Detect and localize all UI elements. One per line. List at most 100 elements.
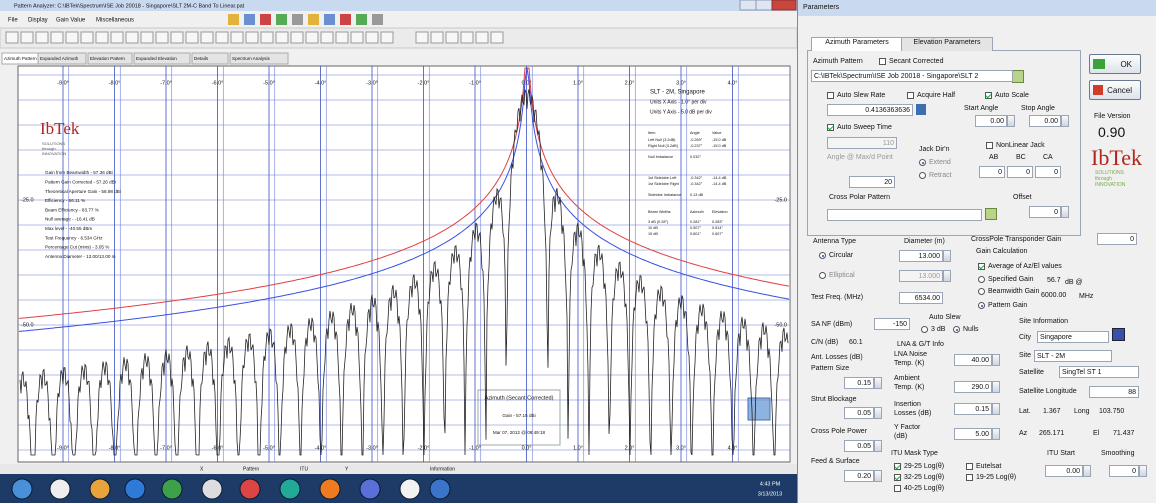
checkbox[interactable]: [894, 463, 901, 470]
input-field[interactable]: 0.00: [1029, 115, 1061, 127]
checkbox-label[interactable]: Auto Sweep Time: [837, 123, 892, 133]
input-field[interactable]: 0.00: [975, 115, 1007, 127]
toolbar-button[interactable]: [126, 32, 138, 43]
spinner[interactable]: [943, 250, 951, 262]
taskbar-icon[interactable]: [360, 479, 380, 499]
radio-label[interactable]: Circular: [829, 251, 853, 261]
toolbar-button[interactable]: [276, 32, 288, 43]
radio-label[interactable]: Beamwidth Gain: [988, 287, 1039, 297]
taskbar-icon[interactable]: [12, 479, 32, 499]
input-field[interactable]: 290.0: [954, 381, 992, 393]
input-field[interactable]: 0: [1109, 465, 1139, 477]
radio[interactable]: [819, 272, 826, 279]
spinner[interactable]: [992, 403, 1000, 415]
input-field[interactable]: 88: [1089, 386, 1139, 398]
checkbox[interactable]: [894, 485, 901, 492]
spinner[interactable]: [992, 428, 1000, 440]
checkbox[interactable]: [827, 92, 834, 99]
radio[interactable]: [978, 302, 985, 309]
taskbar-icon[interactable]: [90, 479, 110, 499]
checkbox[interactable]: [978, 263, 985, 270]
close-button[interactable]: [772, 0, 796, 10]
input-field[interactable]: 0.4136363636: [827, 104, 913, 116]
checkbox[interactable]: [827, 124, 834, 131]
checkbox[interactable]: [907, 92, 914, 99]
radio[interactable]: [919, 172, 926, 179]
tab-label[interactable]: Expanded Azimuth: [40, 56, 79, 61]
checkbox[interactable]: [986, 142, 993, 149]
toolbar-button[interactable]: [446, 32, 458, 43]
spinner[interactable]: [1083, 465, 1091, 477]
toolbar-button[interactable]: [416, 32, 428, 43]
toolbar-button[interactable]: [141, 32, 153, 43]
radio-label[interactable]: Elliptical: [829, 271, 855, 281]
taskbar-icon[interactable]: [240, 479, 260, 499]
menu-item[interactable]: Miscellaneous: [96, 18, 134, 24]
checkbox[interactable]: [879, 58, 886, 65]
radio[interactable]: [819, 252, 826, 259]
checkbox-label[interactable]: 29-25 Log(θ): [904, 462, 944, 472]
spinner[interactable]: [1007, 115, 1015, 127]
toolbar-icon[interactable]: [228, 14, 239, 25]
checkbox-label[interactable]: Eutelsat: [976, 462, 1001, 472]
taskbar-icon[interactable]: [125, 479, 145, 499]
spinner[interactable]: [1139, 465, 1147, 477]
checkbox-label[interactable]: Auto Slew Rate: [837, 91, 885, 101]
input-field[interactable]: 40.00: [954, 354, 992, 366]
toolbar-button[interactable]: [366, 32, 378, 43]
toolbar-button[interactable]: [491, 32, 503, 43]
input-field[interactable]: 0.00: [1045, 465, 1083, 477]
input-field[interactable]: SingTel ST 1: [1059, 366, 1139, 378]
toolbar-icon[interactable]: [308, 14, 319, 25]
toolbar-button[interactable]: [156, 32, 168, 43]
toolbar-icon[interactable]: [356, 14, 367, 25]
toolbar-button[interactable]: [261, 32, 273, 43]
tab-label[interactable]: Expanded Elevation: [136, 56, 177, 61]
maximize-button[interactable]: [756, 0, 772, 10]
input-field[interactable]: 110: [827, 137, 897, 149]
spinner[interactable]: [943, 270, 951, 282]
toolbar-button[interactable]: [476, 32, 488, 43]
toolbar-button[interactable]: [351, 32, 363, 43]
toolbar-button[interactable]: [21, 32, 33, 43]
toolbar-icon[interactable]: [276, 14, 287, 25]
spinner[interactable]: [1061, 206, 1069, 218]
input-field[interactable]: SLT - 2M: [1034, 350, 1112, 362]
input-field[interactable]: 0: [1029, 206, 1061, 218]
toolbar-button[interactable]: [381, 32, 393, 43]
radio[interactable]: [921, 326, 928, 333]
spinner[interactable]: [992, 381, 1000, 393]
input-field[interactable]: -150: [874, 318, 910, 330]
taskbar-icon[interactable]: [400, 479, 420, 499]
checkbox-label[interactable]: NonLinear Jack: [996, 141, 1045, 151]
checkbox[interactable]: [966, 474, 973, 481]
radio[interactable]: [953, 326, 960, 333]
input-field[interactable]: 5.00: [954, 428, 992, 440]
minimize-button[interactable]: [740, 0, 756, 10]
checkbox-label[interactable]: Acquire Half: [917, 91, 955, 101]
tab-label[interactable]: Azimuth Pattern: [4, 56, 37, 61]
toolbar-button[interactable]: [461, 32, 473, 43]
input-field[interactable]: 0.15: [954, 403, 992, 415]
radio-label[interactable]: Pattern Gain: [988, 301, 1027, 311]
radio-label[interactable]: Extend: [929, 158, 951, 168]
taskbar-icon[interactable]: [202, 479, 222, 499]
calc-button[interactable]: [916, 104, 926, 115]
toolbar-button[interactable]: [51, 32, 63, 43]
spinner[interactable]: [874, 407, 882, 419]
spinner[interactable]: [874, 470, 882, 482]
checkbox[interactable]: [985, 92, 992, 99]
input-field[interactable]: Singapore: [1037, 331, 1109, 343]
radio[interactable]: [919, 159, 926, 166]
toolbar-button[interactable]: [246, 32, 258, 43]
taskbar-icon[interactable]: [162, 479, 182, 499]
tab[interactable]: Azimuth Parameters: [811, 37, 903, 51]
taskbar-icon[interactable]: [430, 479, 450, 499]
menu-item[interactable]: Gain Value: [56, 18, 86, 24]
input-field[interactable]: 0.20: [844, 470, 874, 482]
checkbox-label[interactable]: Average of Az/El values: [988, 262, 1062, 272]
toolbar-button[interactable]: [201, 32, 213, 43]
spinner[interactable]: [992, 354, 1000, 366]
spinner[interactable]: [874, 377, 882, 389]
radio-label[interactable]: 3 dB: [931, 325, 945, 335]
